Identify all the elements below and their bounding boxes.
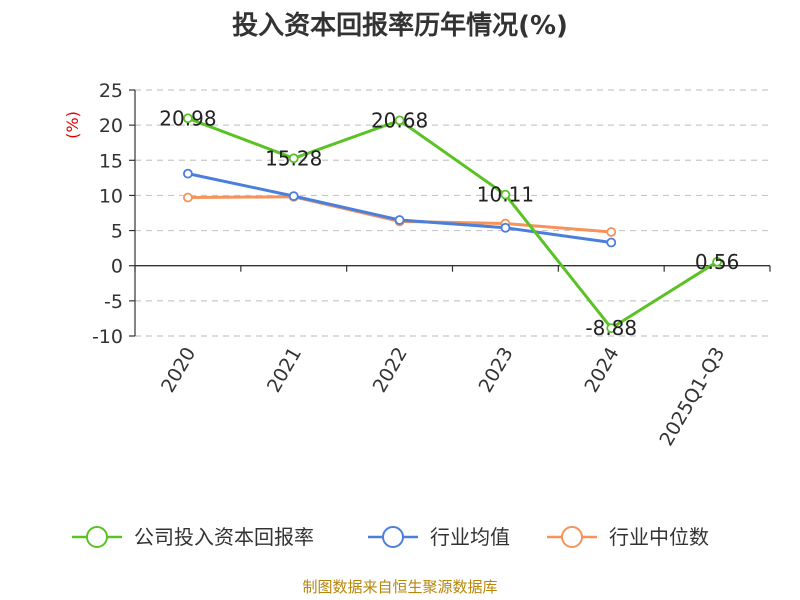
- series-line-2: [187, 195, 612, 234]
- data-point[interactable]: [500, 222, 511, 233]
- x-tick-label: 2023: [475, 344, 518, 397]
- data-point[interactable]: [183, 113, 193, 124]
- series-line-1: [187, 172, 612, 244]
- x-tick-label: 2022: [369, 344, 412, 397]
- data-point[interactable]: [183, 192, 193, 203]
- data-label: 20.68: [371, 108, 428, 132]
- legend-item-0[interactable]: 公司投入资本回报率: [72, 525, 314, 549]
- data-label: 10.11: [477, 183, 534, 207]
- legend-label: 公司投入资本回报率: [134, 525, 314, 549]
- data-point[interactable]: [500, 189, 511, 200]
- y-tick-label: 10: [99, 185, 123, 207]
- y-axis-unit: (%): [63, 111, 82, 139]
- legend-marker: [86, 526, 108, 548]
- chart-title: 投入资本回报率历年情况(%): [232, 10, 568, 41]
- series-lines: [183, 113, 722, 334]
- data-point[interactable]: [394, 115, 405, 126]
- legend-label: 行业均值: [430, 525, 510, 549]
- x-tick-label: 2021: [263, 344, 306, 397]
- x-tick-label: 2024: [580, 344, 623, 397]
- data-point[interactable]: [288, 153, 299, 164]
- y-tick-label: -5: [104, 291, 123, 313]
- x-tick-labels: 2020 2021 2022 2023 2024 2025Q1-Q3: [157, 344, 729, 450]
- y-tick-label: 15: [99, 150, 123, 172]
- y-tick-label: 20: [99, 115, 123, 137]
- data-point[interactable]: [288, 191, 299, 202]
- legend[interactable]: 公司投入资本回报率 行业均值 行业中位数: [72, 525, 709, 549]
- y-tick-labels: 25 20 15 10 5 0 -5 -10: [92, 80, 123, 348]
- data-label: 15.28: [265, 146, 322, 170]
- data-point[interactable]: [606, 237, 617, 248]
- axes: [129, 89, 771, 337]
- data-labels: 20.98 15.28 20.68 10.11 -8.88 0.56: [159, 106, 739, 340]
- data-point[interactable]: [606, 227, 617, 237]
- y-tick-label: -10: [92, 326, 123, 348]
- y-tick-label: 25: [99, 80, 123, 102]
- data-point[interactable]: [606, 323, 617, 334]
- grid-lines: [135, 89, 770, 337]
- y-tick-label: 0: [111, 256, 123, 278]
- legend-marker: [561, 526, 583, 548]
- x-tick-label: 2020: [157, 344, 200, 397]
- legend-item-1[interactable]: 行业均值: [368, 525, 510, 549]
- data-point[interactable]: [712, 256, 722, 267]
- data-label: 20.98: [159, 106, 216, 130]
- legend-item-2[interactable]: 行业中位数: [547, 525, 709, 549]
- data-point[interactable]: [183, 168, 193, 179]
- legend-marker: [382, 526, 404, 548]
- y-tick-label: 5: [111, 221, 123, 243]
- source-note: 制图数据来自恒生聚源数据库: [302, 578, 497, 596]
- x-tick-label: 2025Q1-Q3: [655, 344, 729, 450]
- series-line-0: [187, 116, 718, 330]
- data-label: 0.56: [695, 250, 740, 274]
- data-point[interactable]: [394, 215, 405, 225]
- legend-label: 行业中位数: [609, 525, 709, 549]
- data-label: -8.88: [585, 316, 637, 340]
